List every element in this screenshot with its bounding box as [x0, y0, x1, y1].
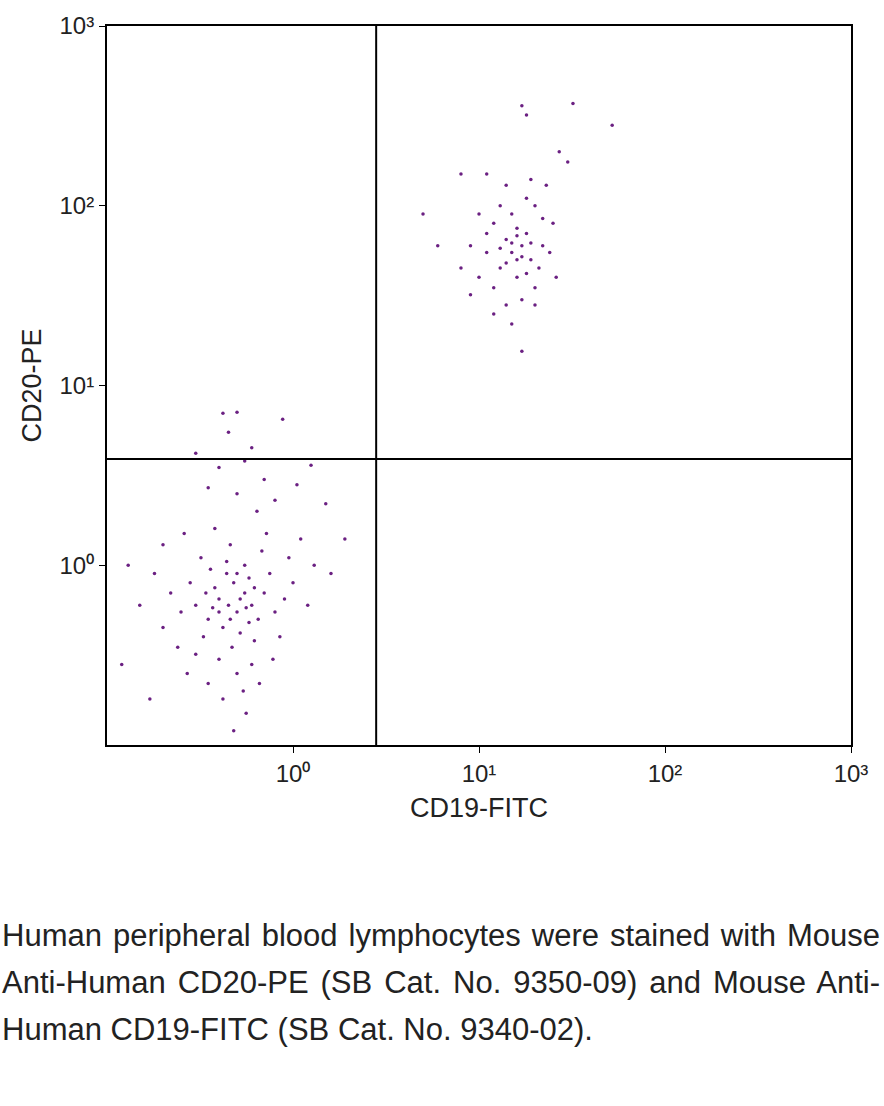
svg-text:10²: 10² [648, 760, 683, 787]
svg-text:10¹: 10¹ [60, 372, 95, 399]
svg-text:10⁰: 10⁰ [276, 760, 311, 787]
svg-text:10³: 10³ [60, 12, 95, 39]
svg-text:10⁰: 10⁰ [59, 552, 94, 579]
svg-text:CD19-FITC: CD19-FITC [410, 793, 548, 823]
html-text:Human peripheral blood lymphoc: Human peripheral blood lymphocytes were … [2, 918, 880, 1047]
svg-text:10²: 10² [60, 192, 95, 219]
svg-text:CD20-PE: CD20-PE [17, 328, 47, 442]
svg-text:10¹: 10¹ [462, 760, 497, 787]
svg-text:10³: 10³ [834, 760, 869, 787]
